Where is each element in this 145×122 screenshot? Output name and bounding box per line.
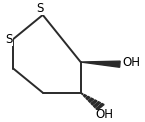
- Polygon shape: [91, 100, 97, 105]
- Polygon shape: [81, 61, 120, 67]
- Polygon shape: [93, 102, 101, 107]
- Text: OH: OH: [95, 108, 113, 121]
- Polygon shape: [86, 96, 90, 100]
- Text: OH: OH: [123, 56, 141, 69]
- Polygon shape: [88, 98, 94, 102]
- Polygon shape: [83, 95, 87, 97]
- Polygon shape: [81, 93, 83, 95]
- Text: S: S: [36, 2, 44, 15]
- Text: S: S: [5, 33, 13, 46]
- Polygon shape: [96, 103, 104, 110]
